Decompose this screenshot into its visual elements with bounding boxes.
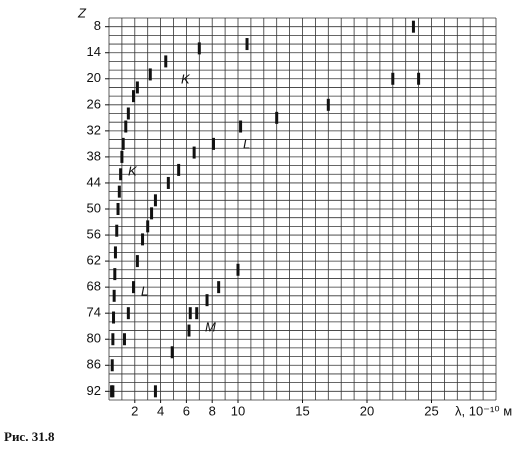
spectral-line	[417, 72, 421, 85]
spectral-line	[177, 163, 181, 176]
spectral-line	[135, 255, 139, 268]
spectral-line	[188, 307, 192, 320]
spectral-line	[217, 281, 221, 294]
y-tick-label: 38	[87, 148, 101, 163]
spectral-line	[245, 38, 249, 51]
spectral-line	[135, 81, 139, 94]
y-tick-label: 44	[87, 174, 101, 189]
spectral-line	[326, 98, 330, 111]
spectral-line	[153, 385, 157, 398]
spectral-line	[239, 120, 243, 133]
y-tick-label: 74	[87, 305, 101, 320]
spectral-line	[115, 224, 119, 237]
spectral-line	[211, 137, 215, 150]
spectral-line	[112, 289, 116, 302]
spectral-line	[205, 294, 209, 307]
x-tick-label: 10	[231, 403, 245, 418]
spectral-line	[148, 68, 152, 81]
y-tick-label: 50	[87, 200, 101, 215]
spectral-line	[132, 281, 136, 294]
y-tick-label: 92	[87, 383, 101, 398]
spectral-line	[391, 72, 395, 85]
y-tick-label: 20	[87, 70, 101, 85]
caption: Рис. 31.8	[4, 429, 55, 444]
spectral-line	[187, 324, 191, 337]
annotation: L	[141, 283, 148, 298]
spectral-line	[236, 263, 240, 276]
x-tick-label: 8	[209, 403, 216, 418]
x-tick-label: 15	[295, 403, 309, 418]
x-tick-label: 25	[424, 403, 438, 418]
y-tick-label: 32	[87, 122, 101, 137]
y-tick-label: 8	[94, 18, 101, 33]
spectral-line	[126, 307, 130, 320]
spectral-line	[120, 150, 124, 163]
spectral-line	[117, 185, 121, 198]
x-tick-label: 2	[131, 403, 138, 418]
x-tick-label: 20	[360, 403, 374, 418]
spectral-line	[411, 20, 415, 33]
x-tick-label: 6	[183, 403, 190, 418]
spectral-line	[275, 111, 279, 124]
spectral-line	[141, 233, 145, 246]
spectral-line	[153, 194, 157, 207]
annotation: K	[128, 163, 138, 178]
spectral-line	[113, 268, 117, 281]
spectral-line	[126, 107, 130, 120]
spectral-line	[195, 307, 199, 320]
y-tick-label: 62	[87, 253, 101, 268]
spectral-line	[197, 42, 201, 55]
y-tick-label: 56	[87, 226, 101, 241]
spectral-line	[192, 146, 196, 159]
spectral-line	[146, 220, 150, 233]
spectral-line	[111, 385, 115, 398]
spectral-line	[113, 246, 117, 259]
y-tick-label: 68	[87, 279, 101, 294]
y-axis-label: Z	[77, 5, 87, 20]
spectral-line	[164, 55, 168, 68]
spectral-line	[124, 120, 128, 133]
spectral-line	[170, 346, 174, 359]
spectral-line	[121, 137, 125, 150]
annotation: K	[181, 71, 191, 86]
annotation: L	[243, 136, 250, 151]
spectral-line	[116, 203, 120, 215]
y-tick-label: 26	[87, 96, 101, 111]
y-tick-label: 80	[87, 331, 101, 346]
spectral-line	[111, 333, 115, 346]
spectral-line	[110, 359, 114, 372]
spectral-line	[119, 168, 123, 181]
annotation: M	[205, 319, 216, 334]
spectral-line	[166, 176, 170, 189]
y-tick-label: 14	[87, 44, 101, 59]
spectral-line	[122, 333, 126, 346]
spectral-line	[132, 90, 136, 103]
spectral-line	[150, 207, 154, 220]
y-tick-label: 86	[87, 357, 101, 372]
x-tick-label: 4	[157, 403, 164, 418]
spectral-line	[112, 311, 116, 324]
x-axis-label: λ, 10⁻¹⁰ м	[455, 403, 512, 418]
